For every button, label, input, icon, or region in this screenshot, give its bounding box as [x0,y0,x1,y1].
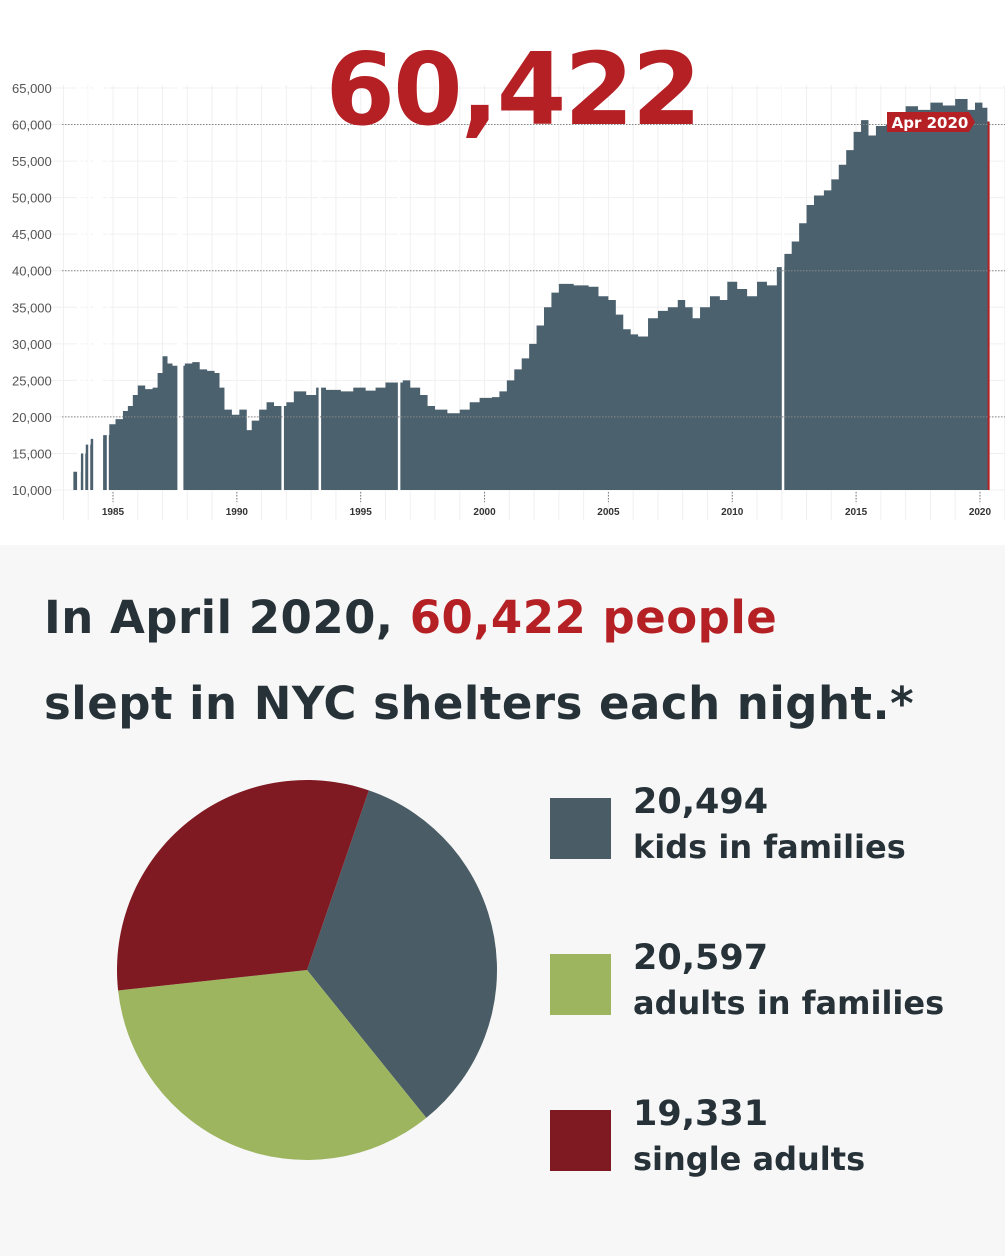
chart-gap [177,80,184,491]
y-tick-label: 65,000 [12,81,52,96]
x-tick-label: 2000 [473,507,496,518]
chart-gap [106,80,109,491]
y-tick-label: 30,000 [12,337,52,352]
x-tick-label: 2020 [969,507,992,518]
x-tick-label: 2010 [721,507,744,518]
y-tick-label: 15,000 [12,446,52,461]
legend-value: 20,494 [633,782,769,822]
x-tick-label: 2005 [597,507,620,518]
chart-gap [83,80,86,491]
y-tick-label: 45,000 [12,227,52,242]
legend-swatch-kids [550,798,611,859]
current-marker-flag [887,112,975,132]
population-area [73,98,989,491]
legend-value: 20,597 [633,938,769,978]
population-pie-chart [116,779,498,1160]
current-marker-label: Apr 2020 [892,114,969,132]
y-tick-label: 55,000 [12,154,52,169]
chart-gap [281,80,284,491]
legend-label: adults in families [633,984,945,1022]
headline-part1: In April 2020, [44,591,410,644]
y-tick-label: 25,000 [12,373,52,388]
y-tick-label: 35,000 [12,300,52,315]
y-tick-label: 10,000 [12,483,52,498]
chart-gap [781,80,785,491]
x-tick-label: 1985 [102,507,125,518]
pie-slice-kids [307,790,498,1118]
headline-part2: slept in NYC shelters each night.* [44,677,915,730]
y-tick-label: 40,000 [12,264,52,279]
legend-swatch-adults [550,954,611,1015]
legend-label: kids in families [633,828,906,866]
chart-gap [318,80,322,491]
x-tick-label: 2015 [845,507,868,518]
chart-gap [88,80,91,491]
legend-value: 19,331 [633,1094,769,1134]
y-tick-label: 20,000 [12,410,52,425]
pie-slice-single-adults [116,779,369,991]
summary-headline: In April 2020, 60,422 people slept in NY… [44,575,914,747]
pie-slice-adults-in-families [118,970,427,1160]
chart-gap [397,80,401,491]
chart-gap [77,80,81,491]
headline-number: 60,422 [325,31,702,148]
chart-panel: 10,000 15,000 20,000 25,000 30,000 35,000 40,0… [0,0,1005,545]
legend-label: single adults [633,1140,866,1178]
headline-highlight: 60,422 people [409,591,778,644]
x-tick-label: 1990 [226,507,249,518]
legend-swatch-single [550,1110,611,1171]
chart-gap [98,80,101,491]
y-tick-label: 60,000 [12,118,52,133]
x-tick-label: 1995 [350,507,373,518]
y-tick-label: 50,000 [12,191,52,206]
